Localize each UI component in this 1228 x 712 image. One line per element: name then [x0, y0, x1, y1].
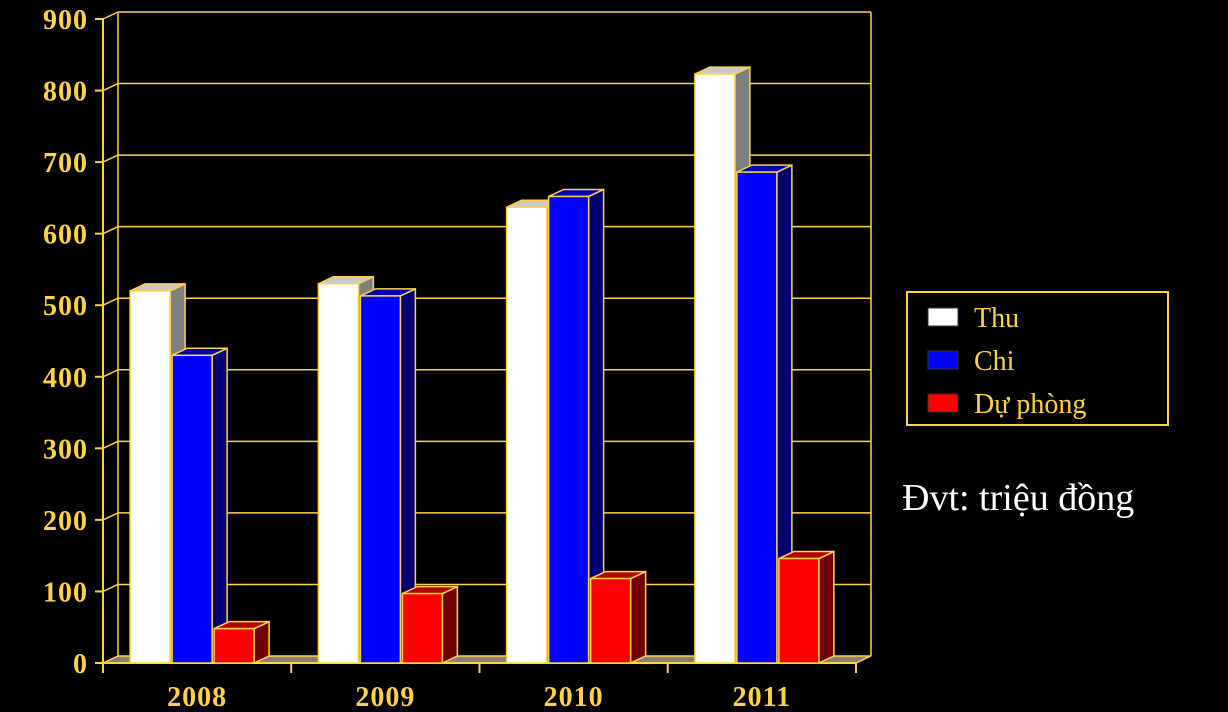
bar-front — [317, 283, 360, 664]
bar-side — [211, 347, 228, 665]
bar-front — [736, 171, 778, 664]
bar-front — [547, 195, 590, 664]
bar-du-phong-2010 — [589, 570, 647, 665]
legend-label-thu: Thu — [974, 303, 1019, 334]
bar-side — [818, 550, 835, 665]
legend-swatch-thu — [927, 307, 959, 327]
bar-layer — [129, 65, 835, 665]
bar-chi-2009 — [359, 287, 417, 665]
bar-du-phong-2009 — [401, 585, 459, 665]
x-tick-label: 2010 — [544, 682, 604, 712]
unit-note: Đvt: triệu đồng — [902, 477, 1134, 519]
y-tick-label: 300 — [43, 434, 88, 465]
bar-side — [629, 570, 647, 665]
legend-box — [906, 291, 1169, 426]
bar-chi-2011 — [736, 163, 793, 665]
gridline-side — [102, 369, 119, 378]
gridline-side — [102, 82, 119, 92]
bar-du-phong-2008 — [213, 620, 270, 665]
y-tick-label: 900 — [43, 5, 88, 36]
label-layer: 0 100 200 300 400 500 600 700 800 900 2008 2009 2010… — [43, 5, 791, 712]
y-tick-label: 700 — [43, 148, 88, 179]
x-tick-label: 2011 — [733, 682, 791, 712]
x-tick-label: 2009 — [355, 682, 415, 712]
bar-front — [213, 627, 255, 664]
x-tick-label: 2008 — [167, 682, 227, 712]
legend-label-du-phong: Dự phòng — [974, 389, 1086, 420]
y-tick-label: 800 — [43, 77, 88, 108]
bar-front — [589, 577, 632, 664]
bar-front — [171, 354, 213, 664]
y-tick-label: 0 — [73, 649, 88, 680]
y-tick-label: 500 — [43, 291, 88, 322]
gridline-side — [102, 154, 119, 163]
bar-chi-2010 — [547, 188, 605, 665]
legend-swatch-du-phong — [927, 393, 959, 413]
y-tick-label: 400 — [43, 363, 88, 394]
bar-front — [505, 206, 548, 664]
bar-side — [441, 585, 459, 665]
y-tick-label: 200 — [43, 506, 88, 537]
y-tick-label: 100 — [43, 577, 88, 608]
y-tick-label: 600 — [43, 220, 88, 251]
gridline-side — [102, 512, 119, 521]
gridline-side — [102, 583, 119, 593]
gridline-side — [102, 440, 119, 450]
bar-front — [129, 290, 171, 664]
legend-label-chi: Chi — [974, 346, 1015, 377]
legend: Thu Chi Dự phòng — [906, 291, 1169, 426]
bar-front — [359, 295, 402, 664]
bar-chi-2008 — [171, 347, 228, 665]
bar-front — [778, 557, 820, 664]
bar-du-phong-2011 — [778, 550, 835, 665]
bar-front — [694, 73, 736, 664]
gridline-side — [102, 11, 119, 20]
gridline-side — [102, 297, 119, 306]
gridline-side — [102, 225, 119, 235]
bar-front — [401, 592, 444, 664]
legend-swatch-chi — [927, 350, 959, 370]
